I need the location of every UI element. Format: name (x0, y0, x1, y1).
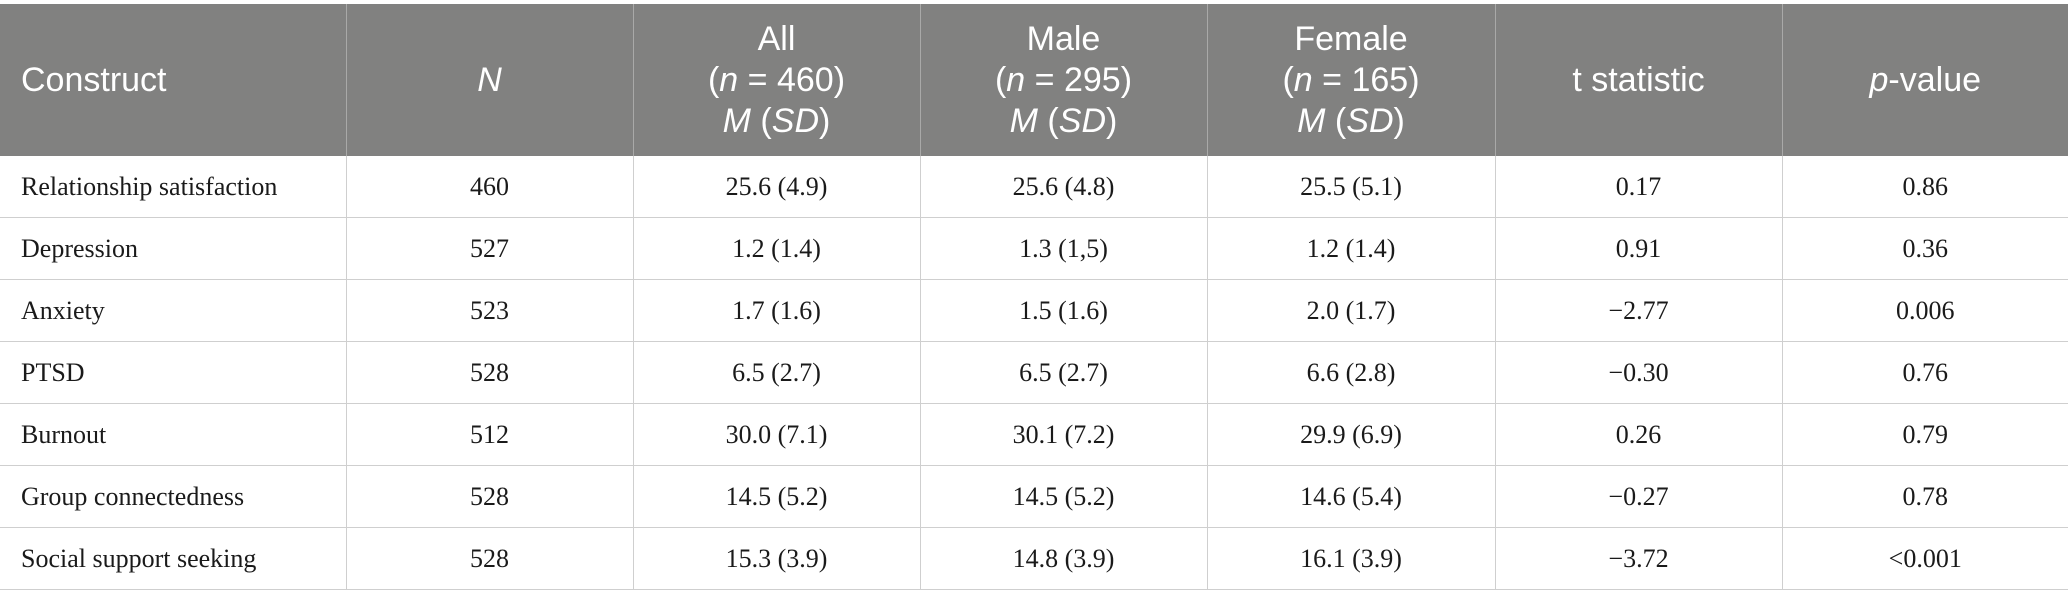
table-row: Relationship satisfaction 460 25.6 (4.9)… (0, 156, 2068, 218)
table-row: Group connectedness 528 14.5 (5.2) 14.5 … (0, 465, 2068, 528)
header-female-sd: SD (1346, 101, 1394, 140)
cell-n: 527 (346, 217, 634, 280)
header-all-sd: SD (771, 101, 819, 140)
cell-all: 1.2 (1.4) (633, 217, 921, 280)
header-male-msd: M (SD) (1009, 101, 1118, 140)
cell-female: 16.1 (3.9) (1207, 527, 1496, 590)
cell-t: −0.30 (1495, 341, 1783, 404)
header-n-label: N (477, 60, 502, 99)
cell-male: 14.8 (3.9) (920, 527, 1208, 590)
header-female-title: Female (1294, 19, 1408, 58)
cell-n: 528 (346, 341, 634, 404)
header-all: All (n = 460) M (SD) (633, 4, 921, 156)
header-construct: Construct (0, 4, 347, 156)
table-row: Social support seeking 528 15.3 (3.9) 14… (0, 527, 2068, 590)
header-all-m: M (722, 101, 751, 140)
cell-p: 0.79 (1782, 403, 2068, 466)
cell-male: 30.1 (7.2) (920, 403, 1208, 466)
table-row: PTSD 528 6.5 (2.7) 6.5 (2.7) 6.6 (2.8) −… (0, 341, 2068, 404)
cell-female: 25.5 (5.1) (1207, 156, 1496, 218)
cell-female: 29.9 (6.9) (1207, 403, 1496, 466)
cell-all: 15.3 (3.9) (633, 527, 921, 590)
header-row: Construct N All (n = 460) M (SD) Male (n… (0, 4, 2068, 156)
header-female: Female (n = 165) M (SD) (1207, 4, 1496, 156)
cell-construct: Social support seeking (0, 527, 347, 590)
cell-n: 523 (346, 279, 634, 342)
constructs-table: Construct N All (n = 460) M (SD) Male (n… (0, 4, 2068, 590)
cell-t: 0.91 (1495, 217, 1783, 280)
cell-male: 6.5 (2.7) (920, 341, 1208, 404)
cell-n: 512 (346, 403, 634, 466)
cell-p: <0.001 (1782, 527, 2068, 590)
header-male-title: Male (1026, 19, 1101, 58)
header-female-n-value: = 165 (1312, 60, 1409, 99)
cell-p: 0.006 (1782, 279, 2068, 342)
cell-t: −2.77 (1495, 279, 1783, 342)
cell-male: 14.5 (5.2) (920, 465, 1208, 528)
header-all-n-italic: n (719, 60, 739, 99)
cell-female: 14.6 (5.4) (1207, 465, 1496, 528)
cell-female: 2.0 (1.7) (1207, 279, 1496, 342)
cell-n: 460 (346, 156, 634, 218)
header-female-n-italic: n (1293, 60, 1313, 99)
header-all-msd: M (SD) (722, 101, 831, 140)
cell-all: 6.5 (2.7) (633, 341, 921, 404)
cell-all: 25.6 (4.9) (633, 156, 921, 218)
header-male-n-italic: n (1006, 60, 1026, 99)
header-p-value: p-value (1782, 4, 2068, 156)
header-female-n: (n = 165) (1282, 60, 1420, 99)
table-header: Construct N All (n = 460) M (SD) Male (n… (0, 4, 2068, 156)
cell-n: 528 (346, 465, 634, 528)
cell-p: 0.78 (1782, 465, 2068, 528)
cell-t: −0.27 (1495, 465, 1783, 528)
cell-construct: Relationship satisfaction (0, 156, 347, 218)
cell-all: 14.5 (5.2) (633, 465, 921, 528)
cell-n: 528 (346, 527, 634, 590)
cell-construct: Burnout (0, 403, 347, 466)
header-t-statistic: t statistic (1495, 4, 1783, 156)
cell-t: −3.72 (1495, 527, 1783, 590)
cell-construct: Depression (0, 217, 347, 280)
cell-all: 30.0 (7.1) (633, 403, 921, 466)
header-n: N (346, 4, 634, 156)
header-p-rest: -value (1888, 60, 1982, 99)
cell-female: 1.2 (1.4) (1207, 217, 1496, 280)
cell-construct: Anxiety (0, 279, 347, 342)
header-male-sd: SD (1058, 101, 1106, 140)
header-all-n: (n = 460) (707, 60, 846, 99)
header-female-msd: M (SD) (1297, 101, 1405, 140)
table-body: Relationship satisfaction 460 25.6 (4.9)… (0, 156, 2068, 590)
table-row: Burnout 512 30.0 (7.1) 30.1 (7.2) 29.9 (… (0, 403, 2068, 466)
header-p-italic: p (1869, 60, 1889, 99)
header-male-n: (n = 295) (994, 60, 1133, 99)
cell-t: 0.17 (1495, 156, 1783, 218)
cell-male: 1.3 (1,5) (920, 217, 1208, 280)
table-row: Anxiety 523 1.7 (1.6) 1.5 (1.6) 2.0 (1.7… (0, 279, 2068, 342)
header-male-n-value: = 295 (1025, 60, 1121, 99)
cell-female: 6.6 (2.8) (1207, 341, 1496, 404)
cell-construct: PTSD (0, 341, 347, 404)
table-row: Depression 527 1.2 (1.4) 1.3 (1,5) 1.2 (… (0, 217, 2068, 280)
cell-p: 0.86 (1782, 156, 2068, 218)
header-all-n-value: = 460 (738, 60, 834, 99)
header-female-m: M (1297, 101, 1326, 140)
table-container: Construct N All (n = 460) M (SD) Male (n… (0, 4, 2068, 590)
cell-all: 1.7 (1.6) (633, 279, 921, 342)
cell-male: 1.5 (1.6) (920, 279, 1208, 342)
header-male: Male (n = 295) M (SD) (920, 4, 1208, 156)
cell-p: 0.76 (1782, 341, 2068, 404)
header-all-title: All (757, 19, 796, 58)
cell-p: 0.36 (1782, 217, 2068, 280)
cell-construct: Group connectedness (0, 465, 347, 528)
cell-t: 0.26 (1495, 403, 1783, 466)
cell-male: 25.6 (4.8) (920, 156, 1208, 218)
header-male-m: M (1009, 101, 1038, 140)
